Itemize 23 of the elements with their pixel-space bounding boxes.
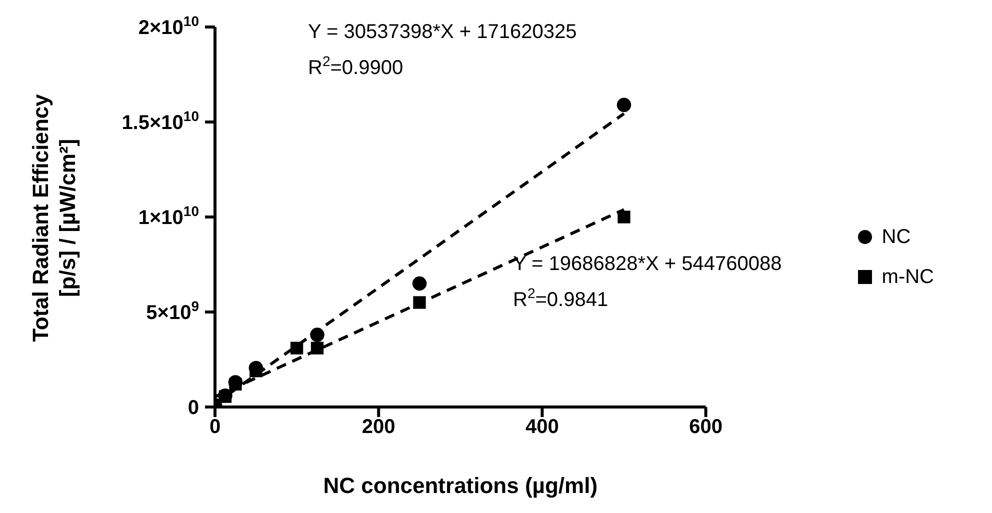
point [310,342,324,354]
y-tick-label: 2×10$^{10}$ [138,13,200,39]
x-tick-label: 200 [362,416,396,438]
annotation: R$^{2}$=0.9900 [308,53,404,79]
point [412,276,427,291]
y-tick-label: 1.5×10$^{10}$ [122,108,200,134]
annotation: Y = 30537398*X + 171620325 [308,21,577,43]
y-tick-label: 0 [188,397,199,419]
y-axis-title: Total Radiant Efficiency [p/s] / [µW/cm²] [28,93,80,342]
point [618,210,630,224]
point [310,328,324,342]
legend-label: NC [882,226,911,248]
annotation: R$^{2}$=0.9841 [513,285,608,311]
point [616,98,632,112]
point [413,296,426,309]
y-tick-label: 5×10$^{9}$ [146,298,200,324]
x-tick-label: 600 [689,416,722,438]
point [290,342,304,354]
legend-label: m-NC [882,266,934,288]
y-tick-label: 1×10$^{10}$ [138,203,200,229]
x-tick-label: 400 [526,416,559,438]
x-axis-title: NC concentrations (µg/ml) [323,473,598,498]
x-tick-label: 0 [209,416,221,438]
